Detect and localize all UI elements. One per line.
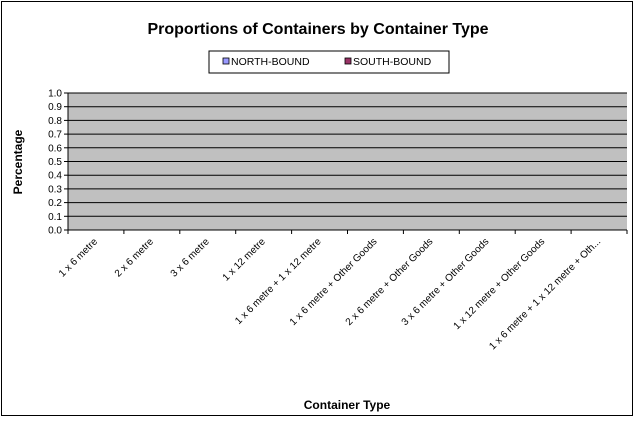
- y-tick-label: 0.9: [48, 102, 62, 113]
- y-tick-label: 0.5: [48, 157, 62, 168]
- y-tick-label: 0.3: [48, 184, 62, 195]
- y-axis-ticks: 0.0 0.1 0.2 0.3 0.4 0.5 0.6 0.7 0.8 0.9 1.0: [48, 89, 68, 237]
- x-category-label: 1 x 6 metre + 1 x 12 metre + Oth...: [487, 236, 603, 352]
- x-category-label: 2 x 6 metre: [113, 236, 156, 279]
- x-axis-title: Container Type: [304, 398, 391, 412]
- x-category-label: 1 x 6 metre: [57, 236, 100, 279]
- chart-title: Proportions of Containers by Container T…: [147, 21, 488, 38]
- chart-frame: Proportions of Containers by Container T…: [1, 1, 633, 416]
- legend-swatch-north-bound: [222, 57, 230, 65]
- y-tick-label: 0.1: [48, 212, 62, 223]
- y-tick-label: 0.8: [48, 116, 62, 127]
- legend-label-north-bound: NORTH-BOUND: [231, 56, 310, 68]
- legend-box: [208, 50, 450, 74]
- x-category-label: 1 x 12 metre + Other Goods: [452, 236, 548, 332]
- y-tick-label: 0.0: [48, 226, 62, 237]
- y-tick-label: 0.7: [48, 130, 62, 141]
- y-tick-label: 0.4: [48, 171, 62, 182]
- x-axis-category-labels: 1 x 6 metre 2 x 6 metre 3 x 6 metre 1 x 12 …: [57, 236, 603, 352]
- y-tick-label: 0.6: [48, 143, 62, 154]
- y-tick-label: 0.2: [48, 198, 62, 209]
- gridlines: [68, 92, 627, 217]
- x-axis-ticks: [67, 230, 628, 234]
- y-tick-label: 1.0: [48, 89, 62, 100]
- chart-svg: Proportions of Containers by Container T…: [11, 21, 628, 412]
- x-category-label: 3 x 6 metre: [169, 236, 212, 279]
- x-category-label: 1 x 12 metre: [221, 236, 268, 283]
- legend-swatch-south-bound: [344, 57, 352, 65]
- legend-label-south-bound: SOUTH-BOUND: [353, 56, 432, 68]
- legend: NORTH-BOUND SOUTH-BOUND: [208, 50, 450, 74]
- y-axis-title: Percentage: [11, 129, 25, 194]
